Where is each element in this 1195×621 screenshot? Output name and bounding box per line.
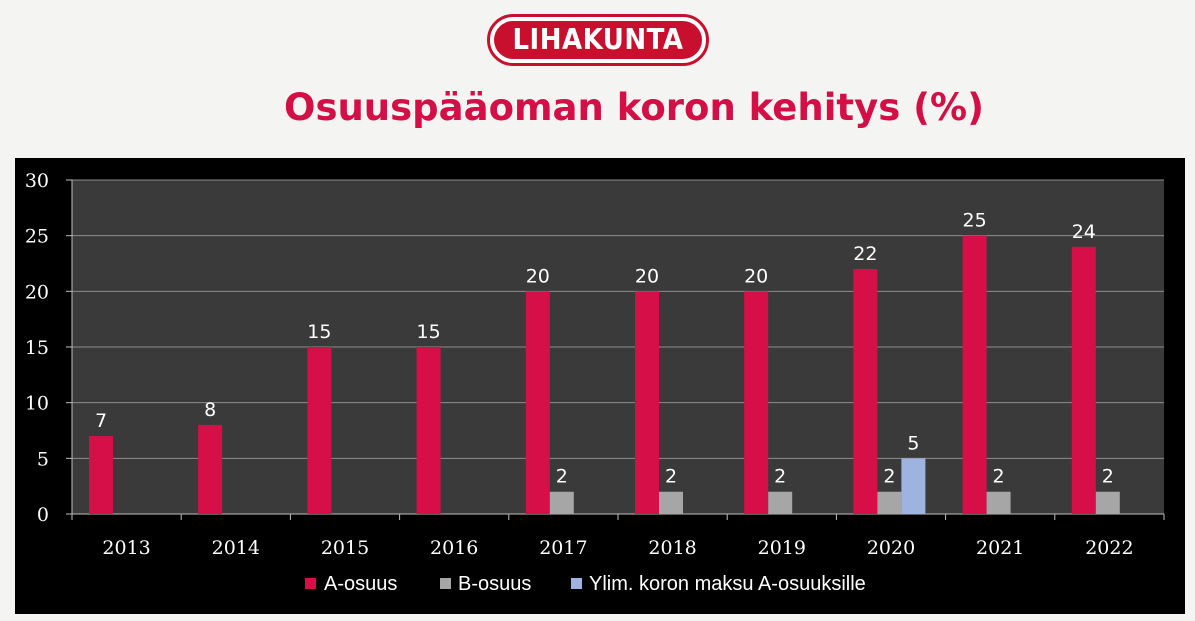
legend-label-0: A-osuus <box>324 573 397 595</box>
chart-title: Osuuspääoman koron kehitys (%) <box>283 86 985 129</box>
x-tick-label-2022: 2022 <box>1085 537 1133 559</box>
legend-swatch-2 <box>571 578 582 589</box>
y-tick-label-10: 10 <box>25 393 49 415</box>
x-tick-label-2014: 2014 <box>212 537 260 559</box>
bar-a-osuus-2017 <box>525 291 550 514</box>
bar-a-osuus-2020 <box>853 269 878 514</box>
bar-a-osuus-2021 <box>962 235 987 514</box>
y-tick-label-30: 30 <box>25 170 49 192</box>
y-tick-label-25: 25 <box>25 226 49 248</box>
data-label-a-osuus-2015: 15 <box>307 321 331 343</box>
bar-a-osuus-2016 <box>416 347 441 514</box>
legend-swatch-1 <box>440 578 451 589</box>
bar-a-osuus-2015 <box>307 347 332 514</box>
x-tick-label-2015: 2015 <box>321 537 369 559</box>
data-label-a-osuus-2019: 20 <box>744 265 768 287</box>
data-label-b-osuus-2017: 2 <box>556 466 568 488</box>
bar-b-osuus-2017 <box>549 491 574 514</box>
legend-label-1: B-osuus <box>458 573 531 595</box>
bar-a-osuus-2013 <box>89 436 113 514</box>
x-tick-label-2021: 2021 <box>976 537 1024 559</box>
lihakunta-logo: LIHAKUNTA <box>487 14 709 66</box>
bar-b-osuus-2021 <box>986 491 1011 514</box>
chart-container: 0 5 10 15 20 25 30 2013 2014 2015 2016 2017 2018 2019… <box>15 158 1185 614</box>
y-tick-label-15: 15 <box>25 337 49 359</box>
x-tick-label-2013: 2013 <box>102 537 150 559</box>
bar-b-osuus-2018 <box>659 491 683 514</box>
data-label-a-osuus-2017: 20 <box>526 265 550 287</box>
data-label-b-osuus-2019: 2 <box>774 466 786 488</box>
data-label-ylim-2020: 5 <box>907 432 919 454</box>
data-label-b-osuus-2021: 2 <box>993 466 1005 488</box>
data-label-a-osuus-2018: 20 <box>635 265 659 287</box>
bar-a-osuus-2014 <box>198 424 223 514</box>
data-label-a-osuus-2022: 24 <box>1072 221 1096 243</box>
data-label-a-osuus-2013: 7 <box>95 410 107 432</box>
logo-text: LIHAKUNTA <box>512 23 684 57</box>
data-label-a-osuus-2020: 22 <box>853 243 877 265</box>
bar-a-osuus-2019 <box>744 291 769 514</box>
data-label-a-osuus-2016: 15 <box>417 321 441 343</box>
x-tick-label-2020: 2020 <box>867 537 915 559</box>
bar-ylim-2020 <box>901 458 926 514</box>
y-tick-label-0: 0 <box>37 504 49 526</box>
data-label-b-osuus-2020: 2 <box>883 466 895 488</box>
x-tick-label-2016: 2016 <box>430 537 478 559</box>
bar-a-osuus-2022 <box>1071 246 1096 515</box>
data-label-a-osuus-2021: 25 <box>963 210 987 232</box>
bar-b-osuus-2022 <box>1095 491 1120 514</box>
x-tick-label-2018: 2018 <box>648 537 696 559</box>
bar-a-osuus-2018 <box>635 291 659 514</box>
data-label-a-osuus-2014: 8 <box>204 399 216 421</box>
x-tick-label-2017: 2017 <box>539 537 587 559</box>
y-tick-label-20: 20 <box>25 281 49 303</box>
bar-b-osuus-2020 <box>877 491 902 514</box>
bar-b-osuus-2019 <box>768 491 793 514</box>
logo-badge: LIHAKUNTA <box>494 21 702 59</box>
legend-swatch-0 <box>305 578 316 589</box>
data-label-b-osuus-2018: 2 <box>665 466 677 488</box>
legend-label-2: Ylim. koron maksu A-osuuksille <box>589 573 866 595</box>
y-tick-label-5: 5 <box>37 448 49 470</box>
x-tick-label-2019: 2019 <box>758 537 806 559</box>
data-label-b-osuus-2022: 2 <box>1102 466 1114 488</box>
